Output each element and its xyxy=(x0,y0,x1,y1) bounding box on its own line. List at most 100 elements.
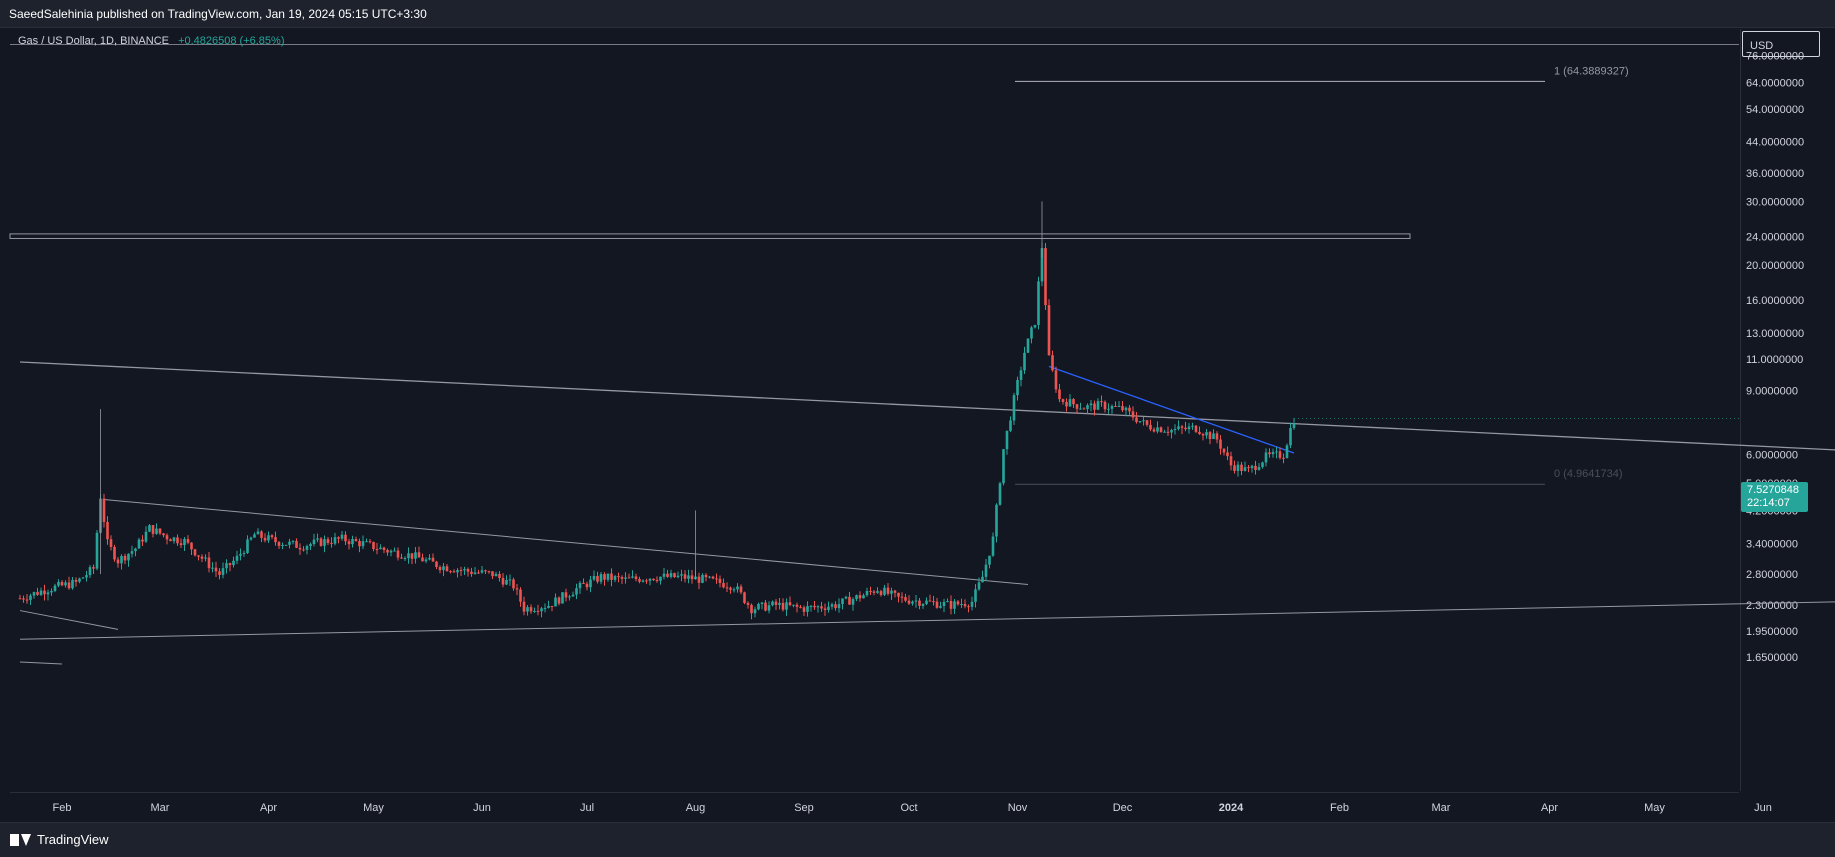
candle-body xyxy=(617,576,620,578)
candle-body xyxy=(319,538,323,546)
candle-body xyxy=(869,591,872,593)
candle-body xyxy=(396,550,400,558)
candle-body xyxy=(1177,426,1180,429)
currency-selector[interactable]: USD xyxy=(1742,31,1820,57)
ascending-support-trendline xyxy=(19,601,1835,640)
candle-body xyxy=(480,570,484,573)
candle-body xyxy=(207,557,211,569)
candle-body xyxy=(697,576,701,583)
candle-body xyxy=(389,550,393,553)
candle-body xyxy=(1138,421,1142,423)
time-axis[interactable] xyxy=(10,792,1739,821)
candle-body xyxy=(232,560,235,566)
candle-body xyxy=(1044,248,1047,306)
candle-body xyxy=(256,531,260,535)
candle-body xyxy=(337,537,340,539)
candle-body xyxy=(130,551,134,554)
candle-body xyxy=(1278,451,1282,458)
candle-body xyxy=(1208,432,1212,440)
candle-body xyxy=(1233,465,1236,471)
price-tick-label: 64.0000000 xyxy=(1746,77,1804,89)
candle-body xyxy=(865,591,869,596)
candle-body xyxy=(316,538,319,540)
candle-body xyxy=(491,571,494,577)
candle-body xyxy=(1292,423,1296,428)
candle-body xyxy=(781,602,785,610)
candle-body xyxy=(526,607,529,612)
candle-body xyxy=(813,605,816,608)
candle-body xyxy=(557,597,561,604)
candle-body xyxy=(1212,433,1215,440)
price-tick-label: 16.0000000 xyxy=(1746,295,1804,307)
candle-body xyxy=(116,559,120,564)
candle-body xyxy=(837,604,841,609)
candle-body xyxy=(911,601,914,604)
candle-body xyxy=(312,539,316,545)
candle-body xyxy=(641,580,645,582)
candle-body xyxy=(659,576,662,581)
candle-body xyxy=(757,603,760,610)
candle-body xyxy=(1033,324,1037,328)
candle-body xyxy=(571,594,575,597)
candle-body xyxy=(403,558,407,560)
candle-body xyxy=(330,542,333,544)
candle-body xyxy=(953,601,956,609)
candle-body xyxy=(326,539,330,543)
candle-body xyxy=(438,567,442,571)
blue-descending-trendline xyxy=(1048,365,1295,454)
candle-body xyxy=(379,547,382,550)
candle-body xyxy=(974,589,977,602)
tradingview-brand[interactable]: TradingView xyxy=(10,832,109,847)
candle-body xyxy=(631,576,634,578)
candles-group xyxy=(18,201,1296,620)
candle-body xyxy=(424,559,428,562)
candle-body xyxy=(1047,305,1051,356)
candle-body xyxy=(550,605,554,607)
candle-body xyxy=(267,535,270,541)
bar-countdown: 22:14:07 xyxy=(1747,497,1790,509)
price-axis[interactable] xyxy=(1740,29,1835,791)
candle-body xyxy=(50,590,53,593)
candle-body xyxy=(305,546,309,550)
candle-body xyxy=(1166,431,1170,433)
symbol-legend[interactable]: Gas / US Dollar, 1D, BINANCE +0.4826508 … xyxy=(18,35,284,47)
candle-body xyxy=(1061,399,1065,402)
time-tick-label: Feb xyxy=(1330,802,1349,814)
candle-body xyxy=(1037,281,1040,325)
candle-body xyxy=(673,573,676,578)
candle-body xyxy=(620,577,624,579)
candle-body xyxy=(729,587,732,590)
candle-body xyxy=(431,557,435,562)
candle-body xyxy=(613,576,617,580)
candle-body xyxy=(459,570,463,572)
candle-body xyxy=(505,579,508,585)
candle-body xyxy=(1103,401,1107,410)
candle-body xyxy=(998,483,1002,505)
candle-body xyxy=(1250,465,1254,469)
candle-body xyxy=(1257,466,1261,470)
candle-body xyxy=(739,586,743,593)
time-tick-label: Mar xyxy=(1432,802,1451,814)
candle-body xyxy=(736,586,739,590)
candle-body xyxy=(67,582,71,589)
candle-body xyxy=(1285,445,1289,459)
candle-body xyxy=(589,579,592,588)
candle-body xyxy=(60,582,64,586)
candle-body xyxy=(127,553,130,561)
candle-body xyxy=(715,578,718,580)
candle-body xyxy=(1264,452,1268,463)
time-tick-label: May xyxy=(363,802,384,814)
candle-body xyxy=(795,604,799,607)
candle-body xyxy=(288,541,291,545)
chart-pane[interactable] xyxy=(10,29,1739,791)
candle-body xyxy=(851,599,855,605)
candle-body xyxy=(1009,420,1012,431)
candle-body xyxy=(71,579,74,589)
candle-body xyxy=(774,601,778,605)
candle-body xyxy=(1201,434,1205,436)
candle-body xyxy=(169,539,172,542)
candle-body xyxy=(627,577,631,579)
candle-body xyxy=(29,595,32,600)
candle-body xyxy=(949,601,953,609)
